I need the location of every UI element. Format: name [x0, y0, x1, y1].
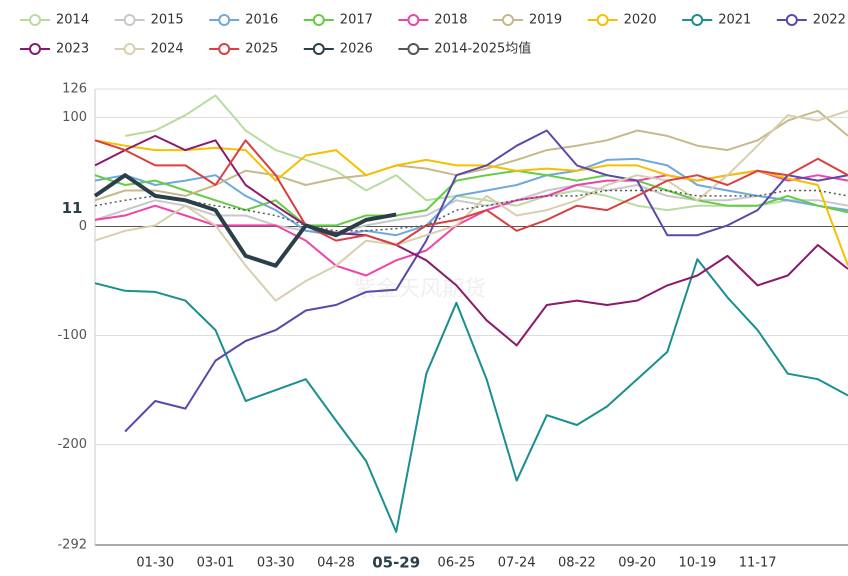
x-tick-label: 05-29	[372, 554, 420, 572]
x-tick-label: 11-17	[739, 556, 777, 571]
y-tick-label: -100	[57, 328, 87, 343]
legend-marker	[123, 14, 136, 26]
series-line	[94, 169, 848, 227]
legend-label: 2018	[434, 13, 467, 28]
series-line	[94, 134, 848, 347]
legend-marker	[312, 43, 325, 55]
series-line	[93, 173, 397, 268]
x-tick-label: 03-30	[257, 556, 295, 571]
legend-label: 2021	[718, 13, 751, 28]
legend-marker	[123, 43, 136, 55]
legend-marker	[407, 14, 420, 26]
legend-label: 2024	[151, 42, 184, 57]
legend-label: 2025	[245, 42, 278, 57]
legend-marker	[29, 43, 41, 55]
x-tick-label: 10-19	[679, 556, 717, 571]
legend-label: 2017	[340, 13, 373, 28]
y-tick-label: 0	[79, 219, 87, 234]
legend-marker	[312, 14, 325, 26]
y-tick-label: -200	[57, 437, 87, 452]
y-tick-label: 126	[62, 82, 87, 97]
legend-marker	[691, 14, 704, 26]
legend-label: 2020	[624, 13, 657, 28]
legend-marker	[29, 14, 41, 26]
series-line	[94, 169, 848, 277]
x-tick-label: 06-25	[438, 556, 476, 571]
y-tick-label: 100	[62, 110, 87, 125]
legend-label: 2026	[340, 42, 373, 57]
series-line	[94, 139, 848, 246]
x-tick-label: 08-22	[558, 556, 596, 571]
legend-marker	[502, 14, 514, 26]
series-line	[124, 129, 848, 433]
legend-marker	[218, 14, 231, 26]
x-tick-label: 04-28	[317, 556, 355, 571]
x-tick-label: 01-30	[136, 556, 174, 571]
x-tick-label: 09-20	[618, 556, 656, 571]
current-value-label: 11	[62, 199, 83, 217]
legend-label: 2014-2025均值	[434, 41, 531, 57]
x-tick-label: 03-01	[197, 556, 235, 571]
legend-label: 2022	[813, 13, 846, 28]
legend-marker	[785, 14, 798, 26]
series-line	[94, 109, 848, 202]
legend-label: 2016	[245, 13, 278, 28]
legend-marker	[218, 43, 231, 55]
legend-label: 2015	[151, 13, 184, 28]
watermark: 紫金天风期货	[354, 277, 486, 302]
series-line	[94, 109, 848, 302]
series-line	[94, 258, 848, 533]
legend-label: 2019	[529, 13, 562, 28]
legend-marker	[407, 43, 420, 55]
legend-label: 2014	[56, 13, 89, 28]
series-line	[94, 189, 848, 232]
legend-label: 2023	[56, 42, 89, 57]
y-tick-label: -292	[57, 538, 87, 553]
x-tick-label: 07-24	[498, 556, 536, 571]
legend-marker	[596, 14, 609, 26]
